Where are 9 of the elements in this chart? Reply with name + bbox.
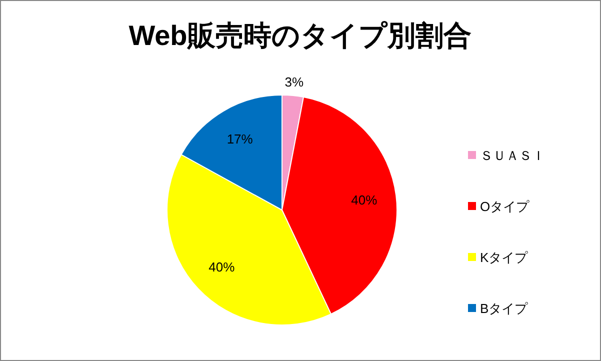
legend-label: ＳＵＡＳＩ [480, 148, 545, 163]
data-label: 3% [284, 74, 304, 90]
legend-label: Bタイプ [480, 301, 529, 316]
data-label: 40% [351, 192, 378, 208]
data-label: 40% [208, 260, 236, 275]
chart-title: Web販売時のタイプ別割合 [128, 20, 472, 51]
data-label: 17% [226, 132, 254, 147]
legend-label: Oタイプ [480, 199, 530, 214]
legend-label: Kタイプ [480, 250, 529, 265]
